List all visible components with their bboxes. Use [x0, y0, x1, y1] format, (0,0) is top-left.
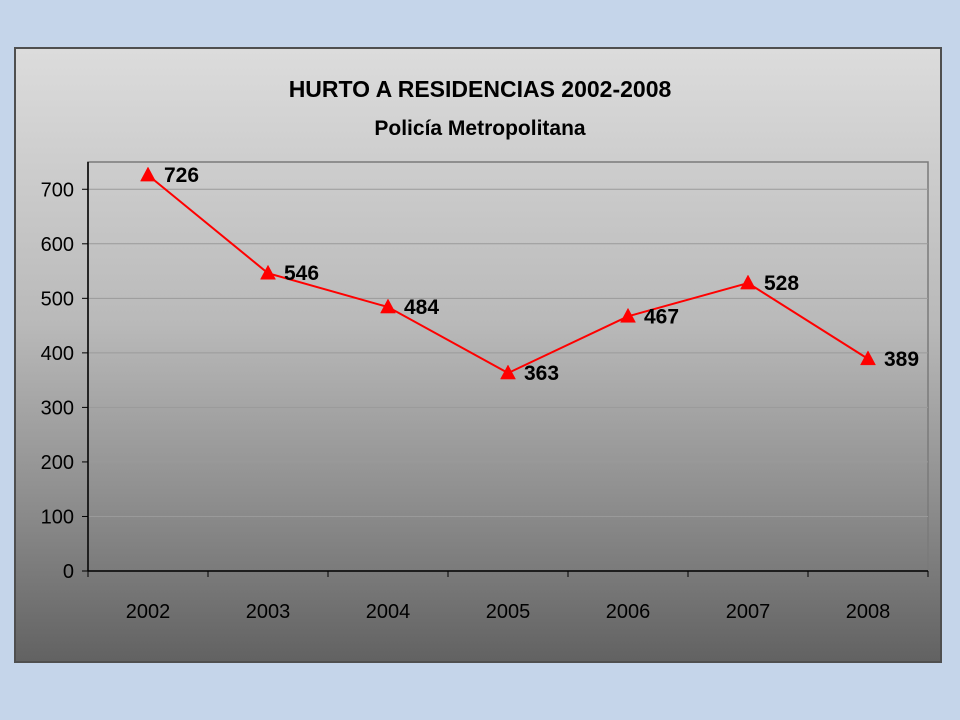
data-point-marker — [740, 274, 756, 290]
data-label: 363 — [524, 362, 559, 385]
x-tick-label: 2002 — [126, 601, 171, 623]
y-tick-label: 700 — [41, 179, 74, 201]
data-point-marker — [620, 307, 636, 323]
chart-title: HURTO A RESIDENCIAS 2002-2008 — [289, 76, 672, 102]
plot-area: 0 100 200 300 400 500 600 700 2002 2003 2004 2005 20… — [41, 161, 929, 623]
x-tick-label: 2007 — [726, 601, 771, 623]
x-tick-label: 2006 — [606, 601, 651, 623]
data-point-marker — [860, 350, 876, 366]
x-tick-label: 2005 — [486, 601, 531, 623]
data-label: 389 — [884, 348, 919, 371]
line-chart: HURTO A RESIDENCIAS 2002-2008 Policía Me… — [41, 76, 929, 623]
y-tick-label: 400 — [41, 343, 74, 365]
y-tick-label: 100 — [41, 506, 74, 528]
data-point-marker — [380, 298, 396, 314]
y-tick-label: 500 — [41, 288, 74, 310]
chart-subtitle: Policía Metropolitana — [374, 117, 586, 140]
data-label: 546 — [284, 262, 319, 285]
data-label: 467 — [644, 305, 679, 328]
data-point-marker — [260, 264, 276, 280]
data-point-marker — [140, 166, 156, 182]
y-tick-label: 200 — [41, 452, 74, 474]
data-label: 726 — [164, 164, 199, 187]
data-label: 484 — [404, 296, 439, 319]
x-tick-label: 2003 — [246, 601, 291, 623]
series-line — [147, 174, 869, 375]
data-label: 528 — [764, 272, 799, 295]
y-tick-label: 600 — [41, 234, 74, 256]
data-point-marker — [500, 364, 516, 380]
x-tick-label: 2004 — [366, 601, 411, 623]
x-tick-label: 2008 — [846, 601, 891, 623]
y-tick-label: 0 — [63, 561, 74, 583]
chart-panel: HURTO A RESIDENCIAS 2002-2008 Policía Me… — [14, 47, 942, 663]
y-tick-label: 300 — [41, 397, 74, 419]
